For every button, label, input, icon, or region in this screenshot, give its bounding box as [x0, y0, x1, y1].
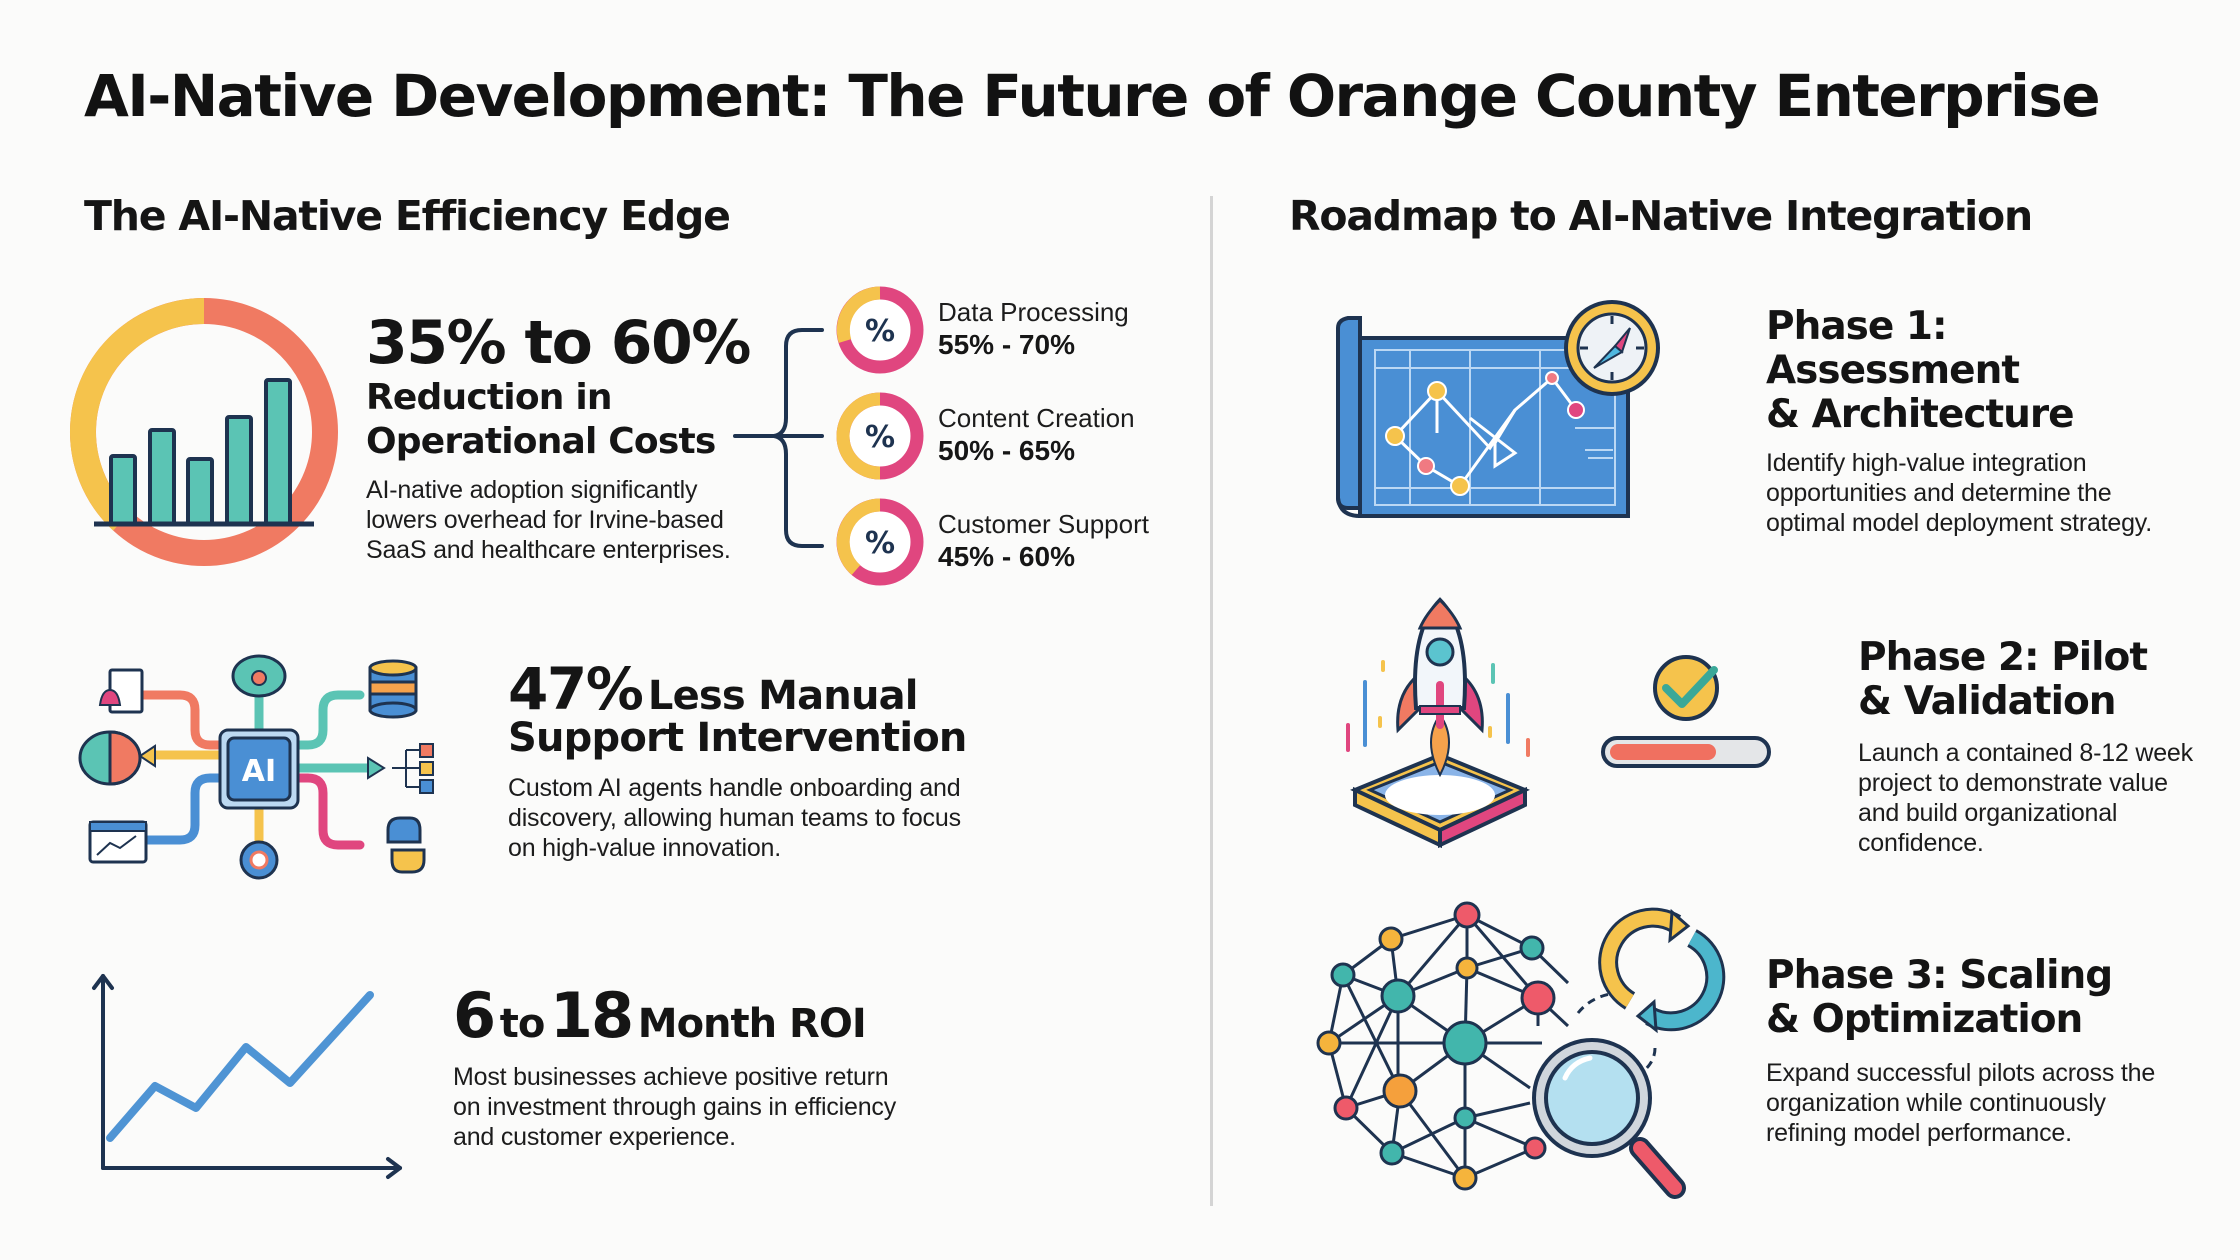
right-section-heading: Roadmap to AI-Native Integration	[1289, 192, 2033, 240]
svg-text:%: %	[865, 526, 895, 561]
stat1-headline: 35% to 60%	[366, 308, 751, 378]
checkmark-progress-icon	[1600, 650, 1780, 780]
phase3-description: Expand successful pilots across the orga…	[1766, 1059, 2156, 1147]
breakdown-item-customer-support: %	[836, 498, 924, 590]
breakdown-value: 45% - 60%	[938, 541, 1075, 572]
network-magnifier-refresh-icon	[1310, 898, 1726, 1208]
bracket-connector	[730, 318, 840, 558]
rocket-launch-icon	[1340, 590, 1540, 850]
stat3-num2: 18	[549, 979, 634, 1052]
breakdown-item-data-processing: %	[836, 286, 924, 378]
left-section-heading: The AI-Native Efficiency Edge	[84, 192, 731, 240]
breakdown-item-content-creation: %	[836, 392, 924, 484]
svg-text:AI: AI	[242, 754, 276, 789]
stat2-headline: 47% Less Manual	[508, 660, 919, 719]
stat3-rest: Month ROI	[637, 1001, 867, 1047]
phase1-title: Phase 1: Assessment & Architecture	[1766, 304, 2075, 437]
stat2-description: Custom AI agents handle onboarding and d…	[508, 774, 961, 862]
breakdown-label: Customer Support	[938, 509, 1149, 539]
svg-text:%: %	[865, 314, 895, 349]
stat3-description: Most businesses achieve positive return …	[453, 1063, 896, 1151]
stat1-subline-1: Reduction in	[366, 377, 612, 418]
stat2-number: 47%	[508, 655, 644, 723]
svg-text:%: %	[865, 420, 895, 455]
percent-donut-icon: %	[836, 392, 924, 480]
column-divider	[1210, 196, 1213, 1206]
percent-donut-icon: %	[836, 498, 924, 586]
blueprint-compass-icon	[1330, 298, 1670, 528]
bar-chart-ring-icon	[64, 292, 344, 572]
phase2-title: Phase 2: Pilot & Validation	[1858, 635, 2148, 724]
page-title: AI-Native Development: The Future of Ora…	[84, 62, 2101, 130]
phase1-description: Identify high-value integration opportun…	[1766, 449, 2152, 537]
phase3-title: Phase 3: Scaling & Optimization	[1766, 953, 2113, 1042]
stat3-headline: 6 to 18 Month ROI	[453, 985, 867, 1047]
stat2-subline: Support Intervention	[508, 715, 967, 761]
percent-donut-icon: %	[836, 286, 924, 374]
stat3-word: to	[499, 1001, 546, 1047]
breakdown-value: 50% - 65%	[938, 435, 1075, 466]
ai-chip-hub-icon: AI	[70, 650, 450, 890]
stat1-description: AI-native adoption significantly lowers …	[366, 476, 731, 564]
breakdown-value: 55% - 70%	[938, 329, 1075, 360]
growth-line-chart-icon	[90, 968, 420, 1179]
phase2-description: Launch a contained 8-12 week project to …	[1858, 739, 2193, 857]
stat2-headline-rest: Less Manual	[647, 673, 919, 719]
breakdown-label: Content Creation	[938, 403, 1135, 433]
breakdown-label: Data Processing	[938, 297, 1129, 327]
stat3-num1: 6	[453, 979, 496, 1052]
stat1-subline-2: Operational Costs	[366, 421, 716, 462]
